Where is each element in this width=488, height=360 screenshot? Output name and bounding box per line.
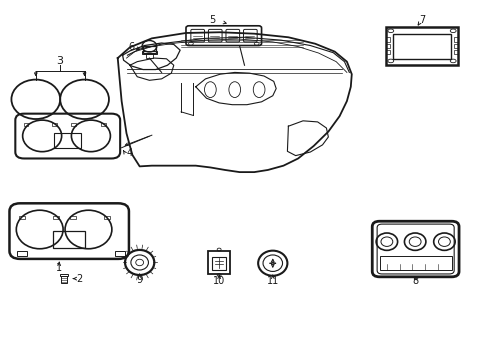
Bar (386, 37, 389, 41)
Bar (143, 45, 156, 53)
Bar (71, 123, 76, 126)
Bar (386, 44, 389, 48)
Bar (453, 37, 457, 41)
Bar (379, 256, 451, 270)
Bar (101, 123, 105, 126)
Bar (212, 257, 225, 270)
Bar (23, 123, 28, 126)
Bar (54, 133, 81, 148)
Bar (115, 251, 125, 256)
Text: 11: 11 (266, 276, 278, 286)
Bar (386, 50, 389, 54)
Text: 7: 7 (419, 15, 425, 26)
Bar (208, 251, 229, 274)
Bar (142, 51, 157, 54)
Text: 3: 3 (57, 55, 63, 66)
Text: 5: 5 (209, 15, 216, 26)
Bar (145, 53, 153, 58)
Text: 8: 8 (412, 276, 418, 286)
Bar (60, 274, 68, 276)
Bar (453, 44, 457, 48)
Bar (53, 216, 59, 219)
Text: 4: 4 (126, 148, 133, 158)
Bar (70, 216, 76, 219)
Text: 9: 9 (136, 275, 142, 285)
Text: 1: 1 (56, 263, 62, 273)
Bar (53, 231, 85, 248)
Text: 6: 6 (128, 42, 134, 52)
Bar (52, 123, 57, 126)
Bar (385, 27, 457, 65)
Text: 2: 2 (77, 274, 82, 284)
Bar (17, 251, 26, 256)
Text: 10: 10 (213, 276, 225, 286)
Bar (19, 216, 24, 219)
Bar (104, 216, 110, 219)
Bar (453, 50, 457, 54)
Bar (61, 276, 67, 283)
Bar (392, 35, 450, 59)
